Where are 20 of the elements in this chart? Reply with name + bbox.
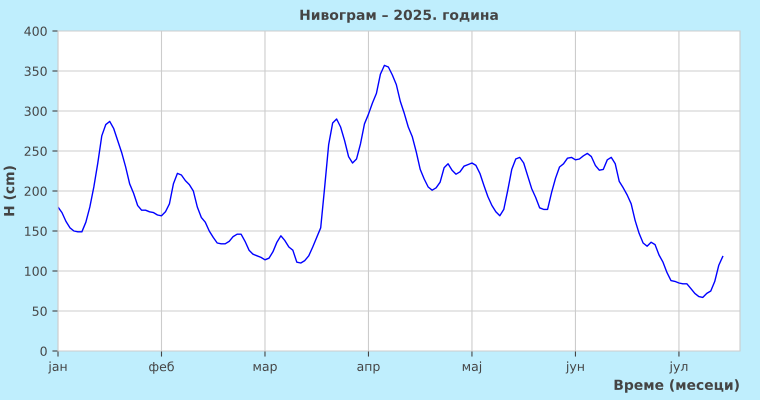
y-tick-label: 50	[32, 306, 47, 316]
y-tick-label: 200	[24, 186, 47, 196]
y-tick-label: 100	[25, 266, 47, 276]
x-tick-label: апр	[357, 364, 380, 374]
x-tick-label: јул	[669, 361, 688, 374]
x-tick-label: јун	[566, 361, 584, 374]
x-tick-label: мај	[462, 361, 482, 374]
y-tick-label: 400	[24, 26, 47, 36]
y-axis-title: H (cm)	[4, 166, 16, 216]
x-axis-title: Време (месеци)	[614, 379, 739, 393]
y-tick-label: 350	[24, 66, 47, 76]
line-series	[58, 64, 724, 298]
x-tick-label: феб	[149, 361, 174, 374]
x-tick-label: јан	[48, 361, 67, 374]
y-tick-label: 250	[24, 146, 47, 156]
chart-title: Нивограм – 2025. година	[300, 10, 498, 23]
y-tick-label: 0	[40, 346, 47, 356]
y-tick-label: 300	[24, 106, 47, 116]
x-tick-label: мар	[254, 364, 277, 374]
y-tick-label: 150	[25, 226, 47, 236]
